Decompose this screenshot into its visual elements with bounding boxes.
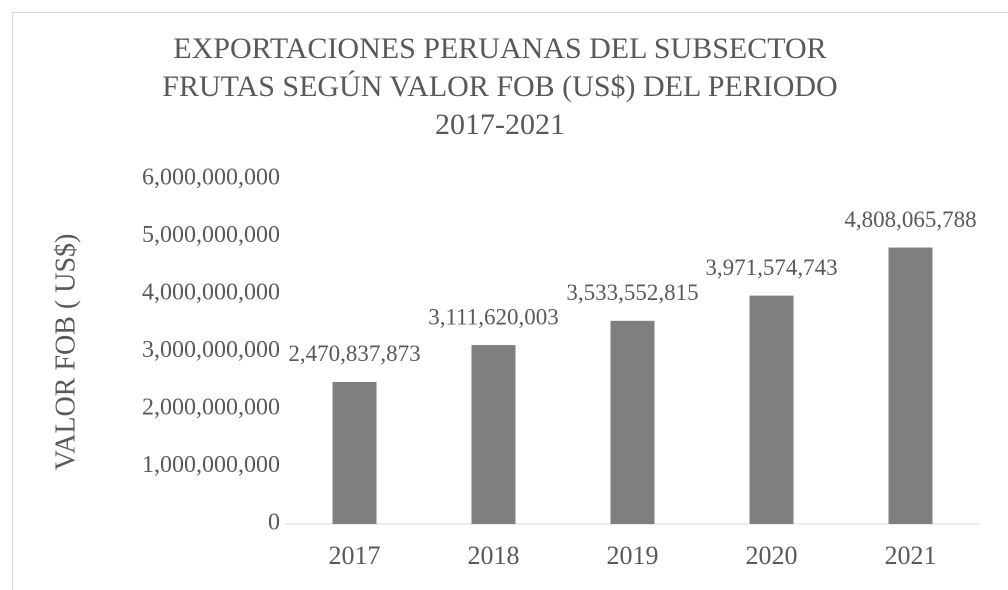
bar (471, 345, 516, 524)
y-tick-label: 0 (268, 510, 280, 536)
value-label: 3,533,552,815 (566, 280, 698, 305)
value-label: 3,111,620,003 (428, 304, 559, 329)
bar (749, 295, 794, 524)
y-tick-label: 4,000,000,000 (142, 280, 280, 306)
x-tick-label: 2021 (885, 541, 937, 570)
x-tick-label: 2019 (607, 541, 659, 570)
value-label: 3,971,574,743 (705, 255, 837, 280)
bar (888, 247, 933, 524)
bar (332, 381, 377, 524)
x-tick-label: 2018 (468, 541, 520, 570)
chart-border (12, 12, 1008, 590)
y-tick-label: 3,000,000,000 (142, 337, 280, 363)
bar (610, 320, 655, 524)
chart-title: EXPORTACIONES PERUANAS DEL SUBSECTOR FRU… (162, 32, 838, 141)
y-tick-label: 1,000,000,000 (142, 452, 280, 478)
x-tick-label: 2020 (746, 541, 798, 570)
value-label: 4,808,065,788 (844, 207, 976, 232)
y-tick-label: 5,000,000,000 (142, 222, 280, 248)
x-tick-label: 2017 (329, 541, 381, 570)
y-axis-label: VALOR FOB ( US$) (50, 234, 81, 471)
y-tick-label: 6,000,000,000 (142, 165, 280, 191)
value-label: 2,470,837,873 (288, 341, 420, 366)
y-tick-label: 2,000,000,000 (142, 395, 280, 421)
